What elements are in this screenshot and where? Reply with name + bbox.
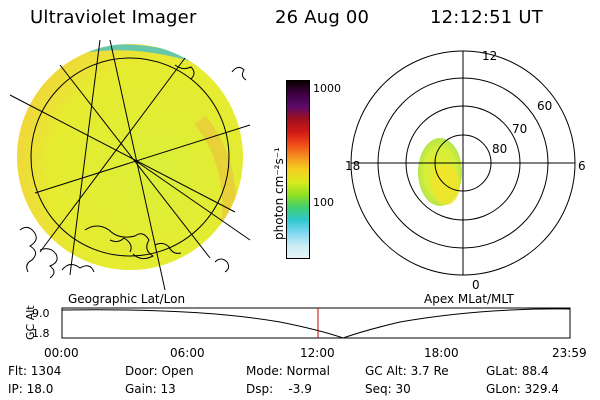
- mlt-label-6: 6: [578, 159, 586, 173]
- mode-status: Mode: Normal: [246, 364, 330, 378]
- lat-label-70: 70: [512, 122, 527, 136]
- colorbar: [286, 80, 310, 259]
- alt-tick-1.8: 1.8: [32, 327, 50, 340]
- geographic-longitude: GLon: 329.4: [486, 382, 559, 396]
- geographic-caption: Geographic Lat/Lon: [68, 292, 186, 306]
- alt-strip-frame: [61, 307, 571, 339]
- alt-tick-9: 9.0: [32, 307, 50, 320]
- polar-grid: [350, 50, 576, 276]
- colorbar-tick-1000: 1000: [313, 82, 341, 95]
- time-tick-0000: 00:00: [44, 346, 79, 360]
- lat-label-60: 60: [537, 99, 552, 113]
- geographic-grid: [9, 39, 251, 291]
- lat-label-80: 80: [492, 142, 507, 156]
- observation-time: 12:12:51 UT: [430, 7, 543, 28]
- colorbar-gradient: [287, 81, 309, 258]
- coastline: [19, 64, 247, 279]
- flight-number: Flt: 1304: [8, 364, 62, 378]
- observation-date: 26 Aug 00: [275, 7, 370, 28]
- sequence-number: Seq: 30: [365, 382, 411, 396]
- apex-caption: Apex MLat/MLT: [424, 292, 514, 306]
- mlt-label-0: 0: [472, 278, 480, 292]
- mlt-label-18: 18: [345, 159, 360, 173]
- alt-curve: [61, 308, 571, 339]
- time-tick-0600: 06:00: [170, 346, 205, 360]
- mlt-label-12: 12: [482, 49, 497, 63]
- geographic-latitude: GLat: 88.4: [486, 364, 549, 378]
- gain-value: Gain: 13: [125, 382, 176, 396]
- time-tick-1200: 12:00: [300, 346, 335, 360]
- time-tick-1800: 18:00: [424, 346, 459, 360]
- instrument-title: Ultraviolet Imager: [30, 7, 197, 28]
- colorbar-tick-100: 100: [313, 196, 334, 209]
- gc-altitude: GC Alt: 3.7 Re: [365, 364, 449, 378]
- time-tick-2359: 23:59: [552, 346, 587, 360]
- door-status: Door: Open: [125, 364, 194, 378]
- dsp-value: Dsp: -3.9: [246, 382, 312, 396]
- ip-value: IP: 18.0: [8, 382, 54, 396]
